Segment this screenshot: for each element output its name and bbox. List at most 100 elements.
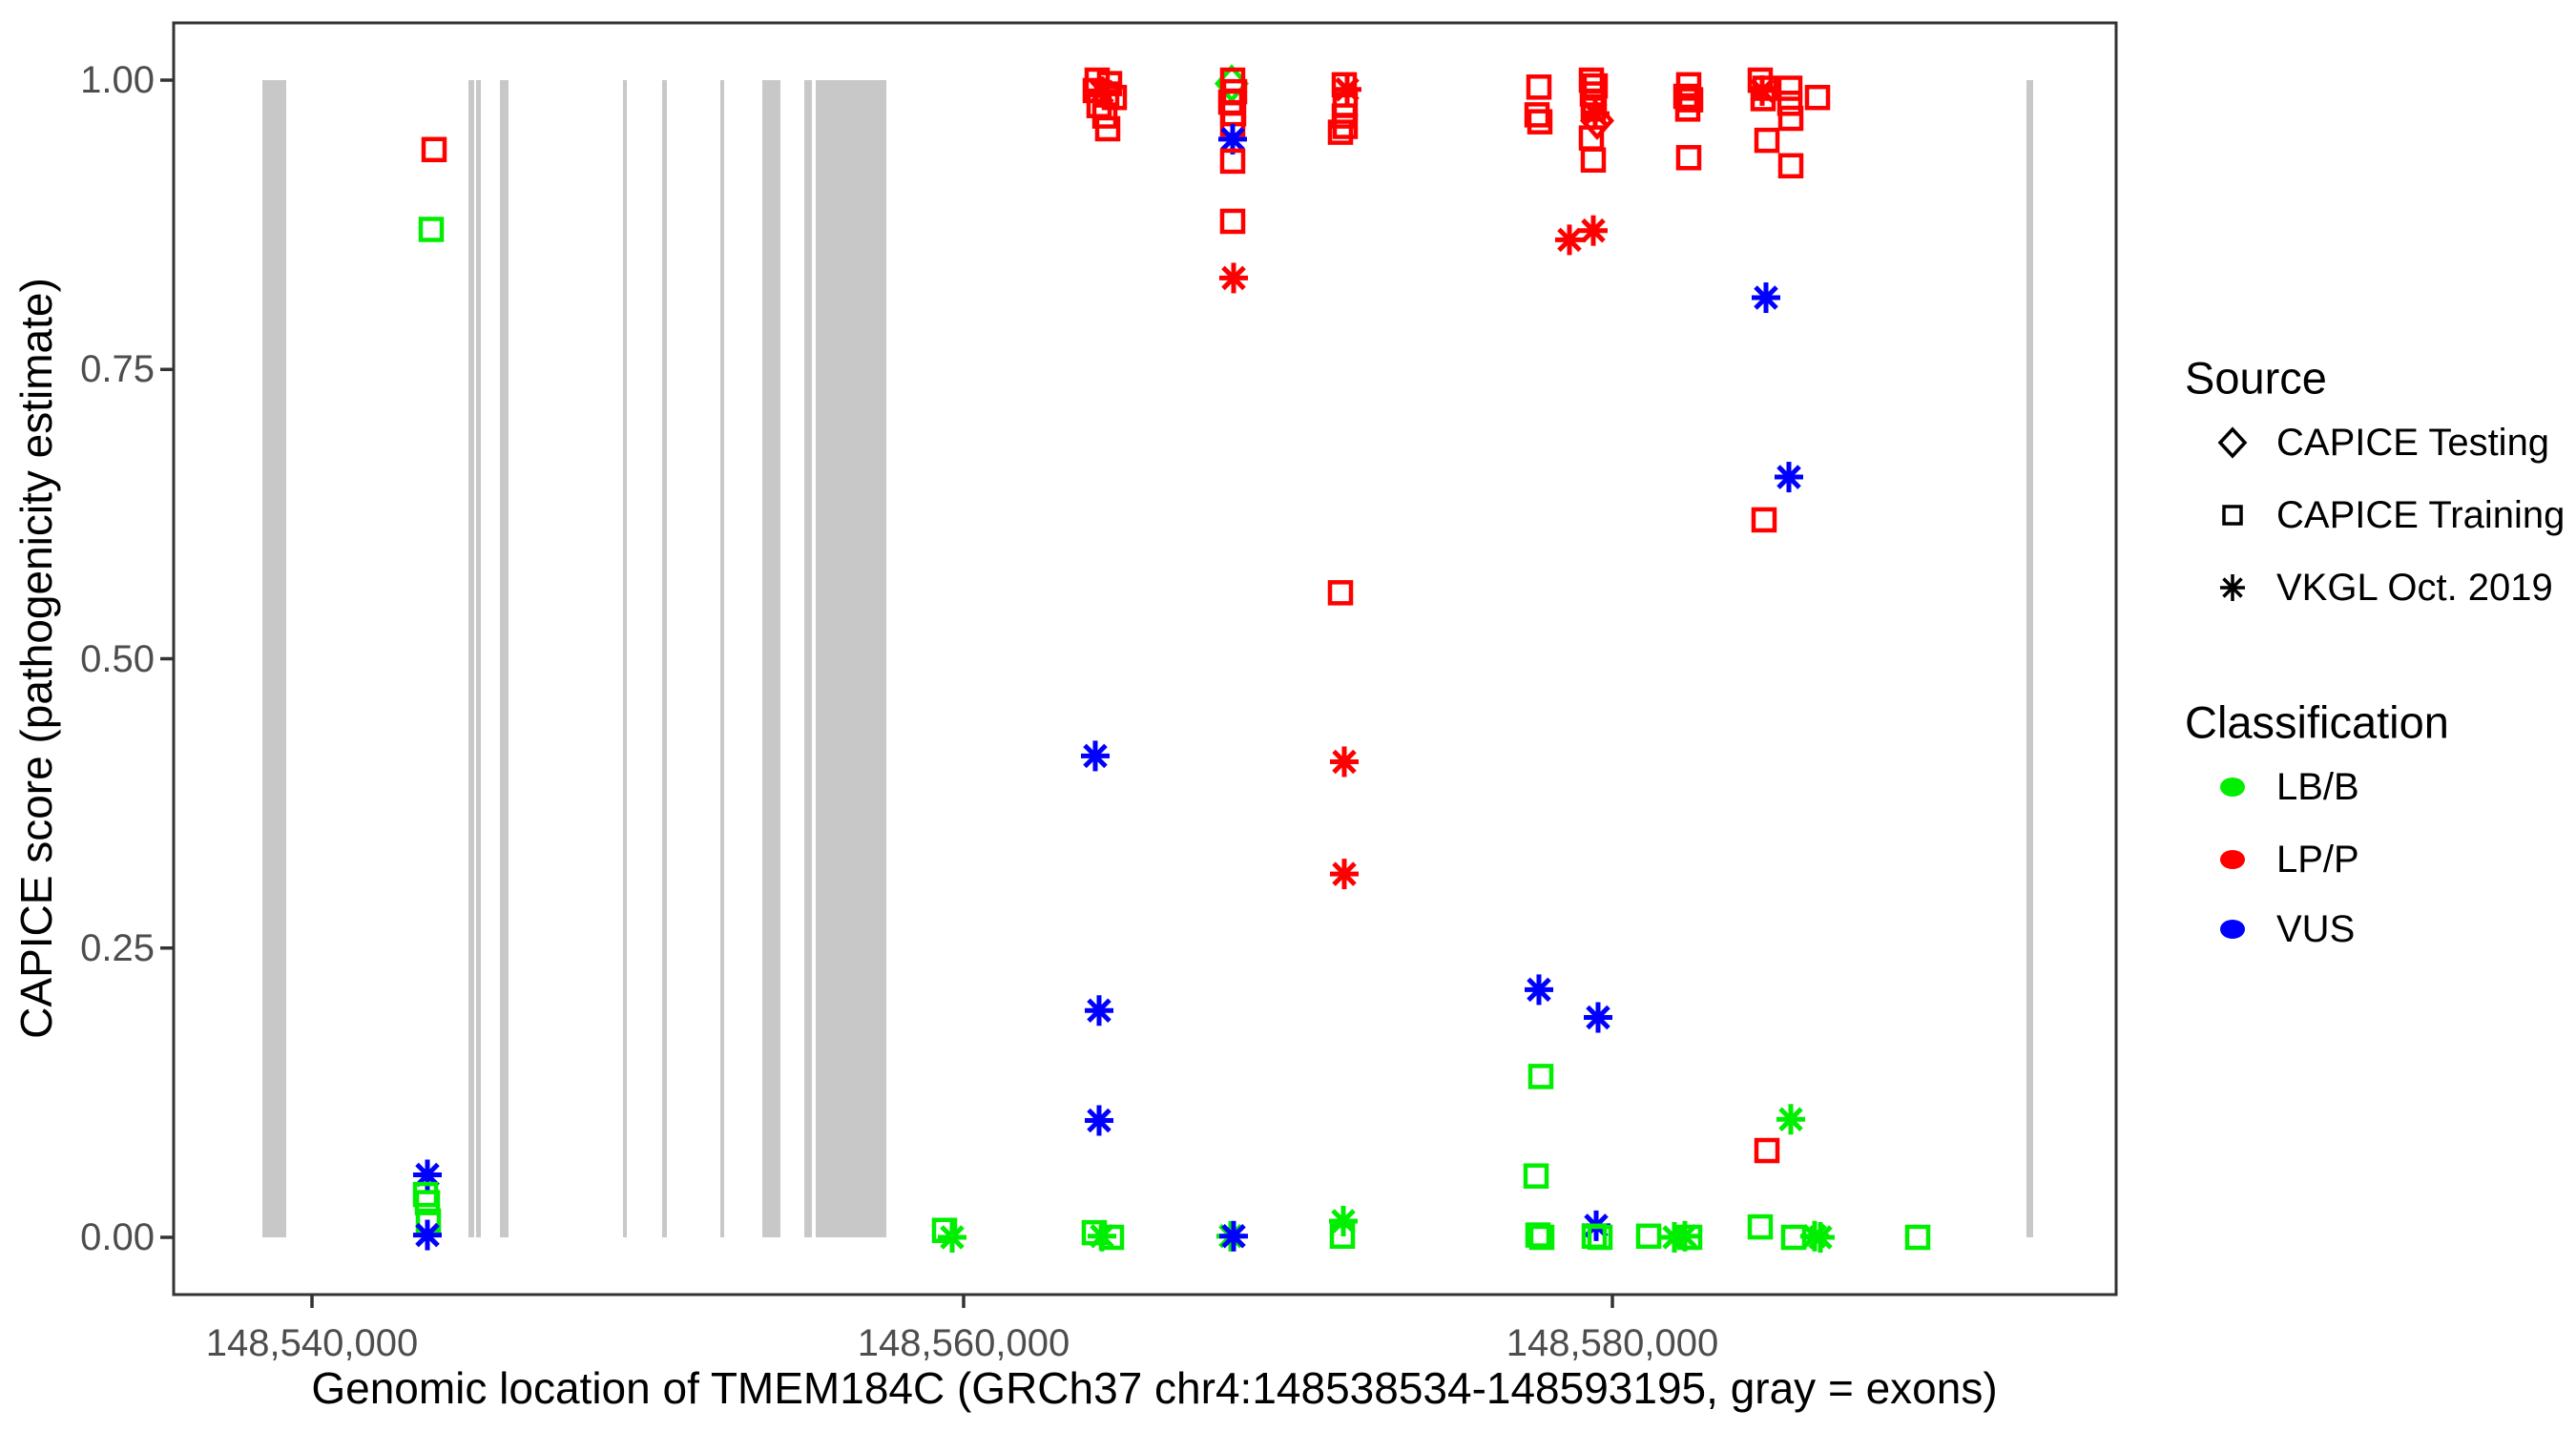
legend-item: CAPICE Testing — [2210, 420, 2549, 466]
dot-icon — [2220, 920, 2245, 939]
data-point — [1754, 1137, 1780, 1164]
data-point — [1330, 746, 1359, 778]
data-point — [1584, 1002, 1612, 1033]
data-point — [1775, 462, 1803, 493]
data-point — [1523, 1163, 1549, 1189]
data-point — [1527, 109, 1553, 135]
asterisk-stroke — [1776, 465, 1801, 489]
legend-item-label: LB/B — [2276, 765, 2359, 808]
asterisk-stroke — [1750, 78, 1775, 103]
exon-bar — [720, 80, 724, 1237]
legend-item: VKGL Oct. 2019 — [2210, 565, 2553, 611]
legend-item: LB/B — [2210, 764, 2359, 810]
data-point — [1776, 75, 1803, 101]
data-point — [1675, 145, 1702, 171]
legend-classification-title: Classification — [2185, 696, 2449, 748]
data-point — [1088, 76, 1116, 108]
data-point — [1218, 123, 1247, 155]
data-point — [1091, 103, 1118, 129]
data-point — [1580, 147, 1607, 173]
exon-bar — [762, 80, 780, 1237]
data-point — [1776, 91, 1803, 116]
data-point — [1098, 1224, 1125, 1251]
asterisk-icon — [2220, 574, 2245, 601]
x-tick-label: 148,580,000 — [1506, 1322, 1719, 1364]
data-point — [1330, 859, 1359, 890]
data-point — [1750, 86, 1776, 112]
asterisk-stroke — [1332, 861, 1357, 886]
data-point — [1747, 1213, 1774, 1240]
y-tick-label: 0.00 — [80, 1216, 155, 1258]
asterisk-stroke — [1332, 749, 1357, 775]
legend-item-label: VUS — [2276, 907, 2356, 950]
data-point — [1587, 1224, 1613, 1251]
data-point — [1751, 507, 1777, 533]
asterisk-stroke — [1335, 76, 1360, 102]
data-point — [1525, 974, 1553, 1006]
legend-item: LP/P — [2210, 837, 2359, 882]
x-axis-title: Genomic location of TMEM184C (GRCh37 chr… — [311, 1363, 1998, 1413]
y-tick-label: 0.50 — [80, 637, 155, 680]
legend-item-label: LP/P — [2276, 838, 2359, 881]
asterisk-stroke — [1087, 1108, 1111, 1133]
exon-bar — [662, 80, 667, 1237]
asterisk-stroke — [1778, 1107, 1803, 1132]
data-point — [1219, 148, 1246, 175]
data-point — [1525, 1222, 1551, 1248]
data-point — [1327, 119, 1354, 145]
data-point — [1752, 282, 1780, 314]
legend-item: CAPICE Training — [2210, 492, 2565, 538]
data-point — [1806, 1222, 1835, 1253]
data-point — [1528, 1224, 1555, 1251]
data-point — [421, 136, 447, 163]
exon-bar — [468, 80, 474, 1237]
asterisk-stroke — [1083, 743, 1108, 769]
data-point — [1579, 215, 1608, 246]
legend-item-label: VKGL Oct. 2019 — [2276, 566, 2553, 609]
data-point — [1582, 73, 1609, 99]
asterisk-stroke — [1557, 227, 1582, 253]
legend-item-label: CAPICE Testing — [2276, 421, 2550, 464]
exon-bar — [476, 80, 481, 1237]
asterisk-stroke — [1583, 101, 1608, 126]
exon-bar — [2026, 80, 2033, 1237]
asterisk-stroke — [1221, 1224, 1246, 1249]
exon-bar — [623, 80, 627, 1237]
asterisk-stroke — [1808, 1225, 1833, 1250]
legend-item: VUS — [2210, 906, 2355, 952]
y-tick-label: 0.75 — [80, 348, 155, 391]
exon-bar — [500, 80, 509, 1237]
data-point — [1085, 995, 1113, 1027]
data-point — [1579, 101, 1615, 140]
exon-bar — [804, 80, 812, 1237]
data-point — [1904, 1224, 1931, 1251]
data-point — [1524, 102, 1550, 128]
asterisk-stroke — [1581, 218, 1606, 243]
data-point — [1332, 114, 1359, 139]
data-point — [1219, 262, 1248, 294]
asterisk-stroke — [1087, 998, 1111, 1024]
y-tick-label: 0.25 — [80, 926, 155, 969]
data-point — [938, 1222, 966, 1253]
asterisk-stroke — [1221, 265, 1246, 291]
data-point — [1219, 1220, 1248, 1252]
data-point — [1555, 224, 1584, 256]
data-point — [1754, 127, 1780, 154]
data-point — [1094, 115, 1121, 142]
data-point — [931, 1217, 958, 1243]
data-point — [1219, 208, 1246, 235]
asterisk-stroke — [415, 1162, 440, 1188]
data-point — [1777, 105, 1804, 132]
asterisk-stroke — [1586, 1005, 1610, 1030]
asterisk-stroke — [940, 1225, 965, 1250]
asterisk-stroke — [1090, 79, 1114, 104]
data-point — [418, 217, 445, 242]
data-point — [1081, 740, 1110, 772]
asterisk-stroke — [1220, 127, 1245, 152]
diamond-icon — [2217, 426, 2248, 459]
exon-bar — [262, 80, 286, 1237]
data-point — [1635, 1223, 1662, 1250]
asterisk-stroke — [1527, 977, 1551, 1003]
